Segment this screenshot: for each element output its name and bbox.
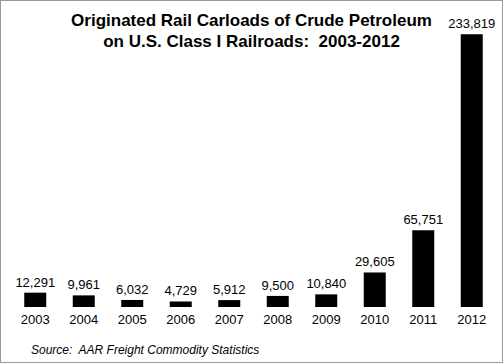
svg-text:9,500: 9,500 <box>261 278 294 293</box>
svg-text:4,729: 4,729 <box>164 283 197 298</box>
svg-text:2005: 2005 <box>118 312 147 327</box>
svg-text:Source: AAR Freight Commodity: Source: AAR Freight Commodity Statistics <box>31 343 259 357</box>
svg-text:2008: 2008 <box>263 312 292 327</box>
svg-text:29,605: 29,605 <box>355 254 395 269</box>
svg-text:2009: 2009 <box>312 312 341 327</box>
svg-text:2012: 2012 <box>457 312 486 327</box>
svg-text:2011: 2011 <box>409 312 437 327</box>
svg-text:10,840: 10,840 <box>306 276 346 291</box>
svg-text:on U.S. Class I Railroads: 20: on U.S. Class I Railroads: 2003-2012 <box>103 32 400 51</box>
svg-text:233,819: 233,819 <box>448 16 495 31</box>
svg-text:65,751: 65,751 <box>403 212 443 227</box>
svg-text:2004: 2004 <box>69 312 98 327</box>
svg-text:12,291: 12,291 <box>15 275 55 290</box>
svg-text:6,032: 6,032 <box>116 282 149 297</box>
svg-text:9,961: 9,961 <box>67 277 100 292</box>
svg-text:2003: 2003 <box>21 312 50 327</box>
svg-text:2007: 2007 <box>215 312 244 327</box>
svg-text:2010: 2010 <box>360 312 389 327</box>
svg-text:2006: 2006 <box>166 312 195 327</box>
svg-text:5,912: 5,912 <box>213 282 246 297</box>
svg-text:Originated Rail Carloads of Cr: Originated Rail Carloads of Crude Petrol… <box>71 11 432 30</box>
